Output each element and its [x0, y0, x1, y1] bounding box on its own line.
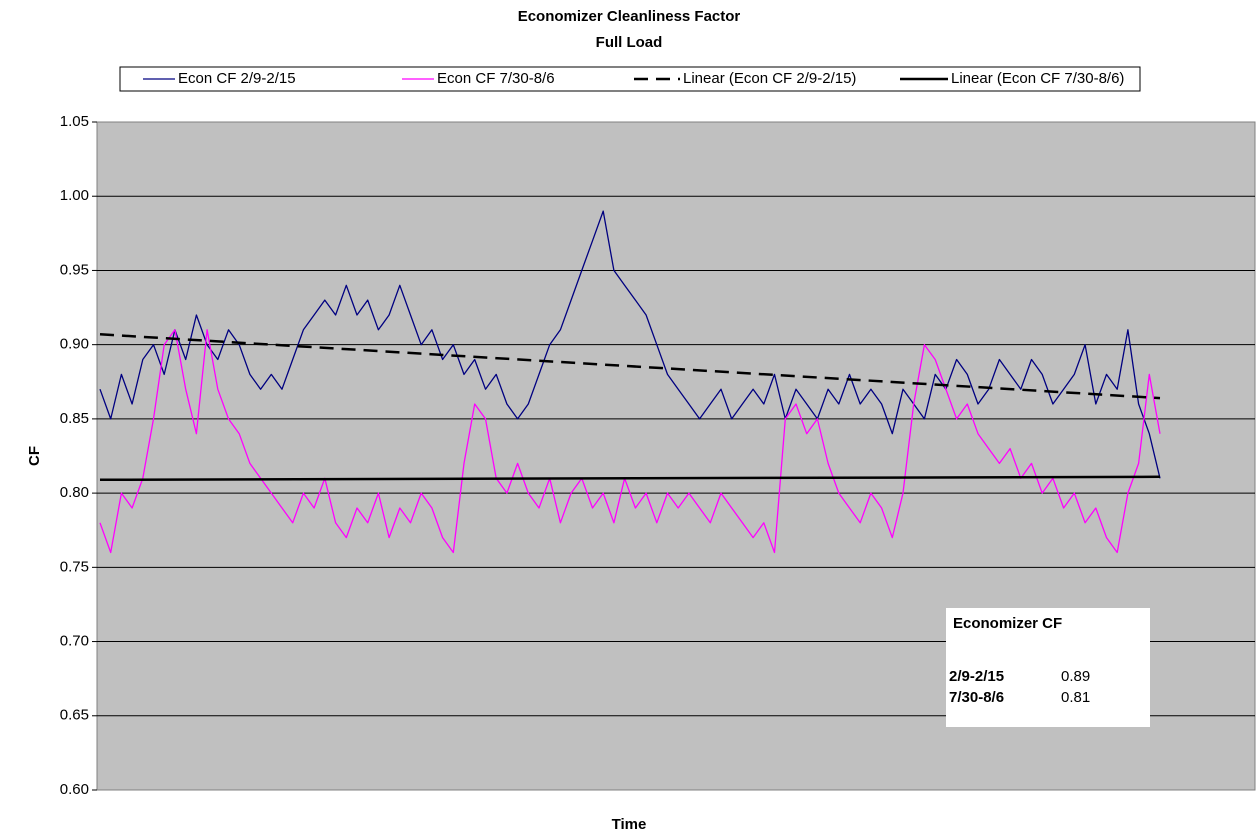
inset-row-label: 2/9-2/15	[949, 668, 1004, 685]
inset-box	[946, 608, 1150, 727]
y-tick-label: 0.90	[60, 336, 89, 353]
y-tick-label: 1.05	[60, 113, 89, 130]
x-axis-label: Time	[612, 816, 647, 833]
data-line	[99, 329, 1161, 554]
chart-title: Economizer Cleanliness Factor	[518, 8, 741, 25]
inset-row-value: 0.81	[1061, 689, 1090, 706]
legend-label: Econ CF 2/9-2/15	[178, 70, 296, 87]
data-line	[99, 333, 1161, 400]
legend-box	[119, 66, 1141, 92]
legend-label: Econ CF 7/30-8/6	[437, 70, 555, 87]
y-tick-label: 0.85	[60, 410, 89, 427]
y-tick-label: 0.65	[60, 707, 89, 724]
y-tick-label: 0.60	[60, 781, 89, 798]
chart-subtitle: Full Load	[596, 34, 663, 51]
inset-title: Economizer CF	[953, 615, 1062, 632]
data-line	[99, 475, 1161, 482]
data-line	[99, 210, 1161, 479]
y-tick-label: 0.80	[60, 484, 89, 501]
legend-label: Linear (Econ CF 2/9-2/15)	[683, 70, 856, 87]
inset-row-label: 7/30-8/6	[949, 689, 1004, 706]
y-tick-label: 0.70	[60, 633, 89, 650]
y-axis-label: CF	[26, 446, 43, 466]
y-tick-label: 1.00	[60, 187, 89, 204]
y-tick-label: 0.95	[60, 261, 89, 278]
y-tick-label: 0.75	[60, 558, 89, 575]
legend-label: Linear (Econ CF 7/30-8/6)	[951, 70, 1124, 87]
inset-row-value: 0.89	[1061, 668, 1090, 685]
